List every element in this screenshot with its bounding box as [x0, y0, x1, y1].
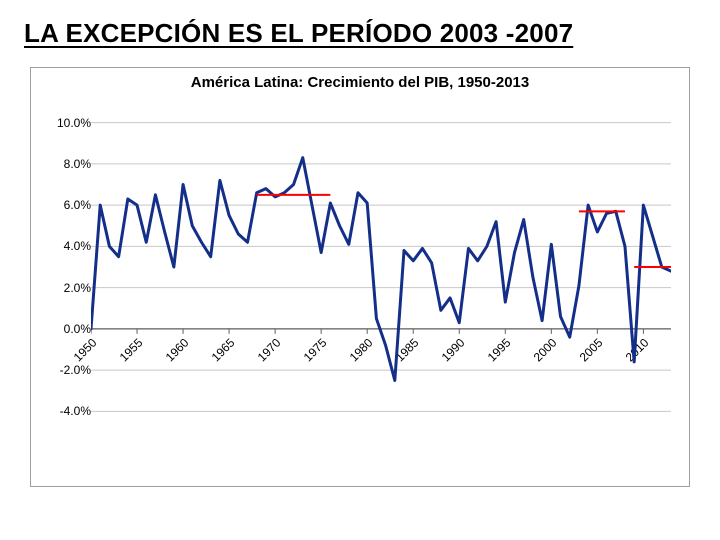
plot-area — [91, 102, 671, 432]
chart-title: América Latina: Crecimiento del PIB, 195… — [31, 74, 689, 91]
y-tick-label: 6.0% — [31, 198, 91, 212]
y-tick-label: 4.0% — [31, 239, 91, 253]
chart-frame: América Latina: Crecimiento del PIB, 195… — [30, 67, 690, 487]
y-tick-label: 2.0% — [31, 281, 91, 295]
y-tick-label: 8.0% — [31, 157, 91, 171]
y-tick-label: -4.0% — [31, 404, 91, 418]
page-title: LA EXCEPCIÓN ES EL PERÍODO 2003 -2007 — [24, 18, 696, 49]
y-tick-label: -2.0% — [31, 363, 91, 377]
chart-svg — [91, 102, 671, 432]
y-tick-label: 0.0% — [31, 322, 91, 336]
y-tick-label: 10.0% — [31, 116, 91, 130]
